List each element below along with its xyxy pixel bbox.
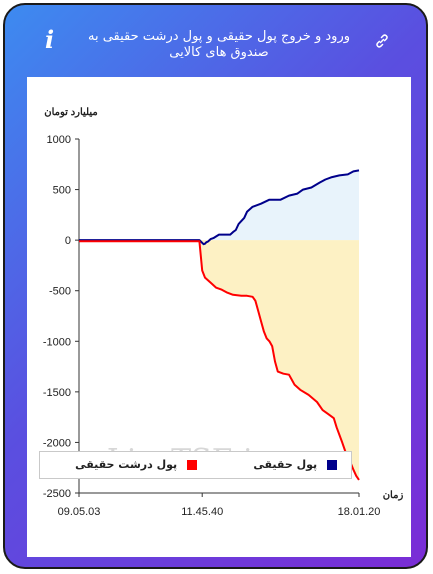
y-tick-label: -1000 [43,336,71,348]
chart-title: ورود و خروج پول حقیقی و پول درشت حقیقی ب… [87,29,350,60]
y-tick-label: -2000 [43,437,71,449]
y-tick-label: -2500 [43,488,71,500]
y-tick-label: 500 [53,185,71,197]
y-tick-label: 0 [65,235,71,247]
x-tick-label: 18.01.20 [338,506,381,518]
chart-panel: 1000 500 0 -500 -1000 -1500 -2000 -2500 09.05.03… [27,77,411,557]
y-tick-label: -500 [49,286,71,298]
area-fill-0 [79,170,359,245]
y-tick-label: -1500 [43,387,71,399]
legend-label-real-money: پول حقیقی [253,458,318,471]
series-line-1 [79,240,360,481]
x-axis-label: زمان [383,490,404,501]
chart-card: i ورود و خروج پول حقیقی و پول درشت حقیقی… [3,3,428,569]
link-icon[interactable] [373,32,391,50]
info-icon[interactable]: i [45,25,55,54]
series-line-0 [79,169,360,246]
y-axis-label: میلیارد تومان [44,107,98,118]
legend-swatch-blue [327,460,337,470]
chart-svg: 1000 500 0 -500 -1000 -1500 -2000 -2500 09.05.03… [43,107,404,518]
card-header: i ورود و خروج پول حقیقی و پول درشت حقیقی… [5,5,426,77]
area-fill-1 [79,240,359,480]
chart-legend: پول حقیقی پول درشت حقیقی [39,451,352,479]
x-tick-label: 11.45.40 [181,506,223,518]
legend-swatch-red [187,460,197,470]
legend-label-big-real-money: پول درشت حقیقی [75,458,178,471]
x-tick-label: 09.05.03 [58,506,101,518]
legend-item-big-real-money[interactable]: پول درشت حقیقی [75,458,197,472]
y-tick-label: 1000 [47,134,71,146]
legend-item-real-money[interactable]: پول حقیقی [253,458,337,472]
